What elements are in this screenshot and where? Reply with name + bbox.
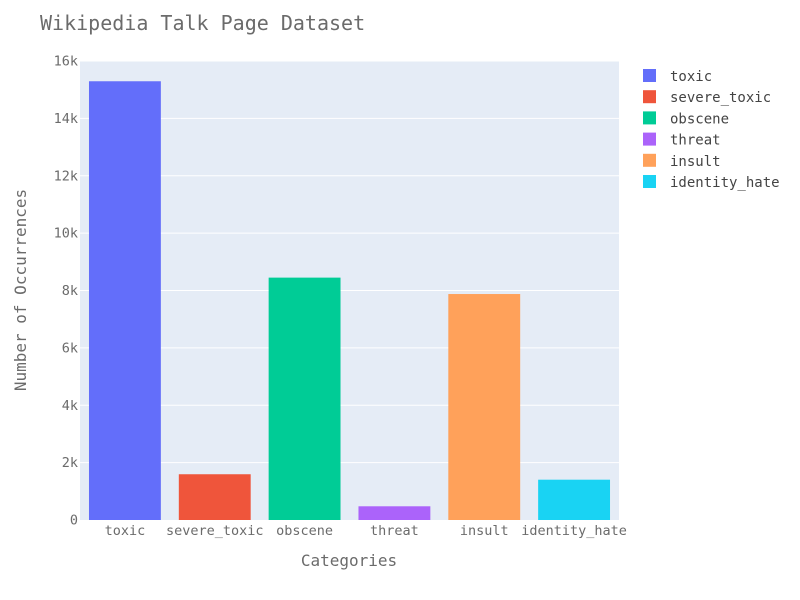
x-tick-label: severe_toxic	[166, 523, 264, 539]
legend-item-identity-hate[interactable]: identity_hate	[643, 175, 780, 191]
bars	[88, 81, 611, 521]
legend-swatch	[643, 132, 656, 146]
x-tick-label: insult	[460, 523, 509, 539]
y-tick-label: 12k	[54, 168, 78, 184]
y-axis-title: Number of Occurrences	[11, 189, 30, 391]
x-tick-label: threat	[370, 523, 419, 539]
legend-swatch	[643, 153, 656, 167]
gridlines	[80, 60, 619, 464]
bar-identity-hate	[538, 479, 611, 520]
y-tick-label: 16k	[54, 54, 78, 70]
y-tick-label: 10k	[54, 226, 78, 242]
x-tick-label: toxic	[105, 523, 146, 539]
x-tick-label: identity_hate	[521, 523, 627, 539]
legend-label: severe_toxic	[670, 90, 771, 106]
y-tick-label: 4k	[62, 398, 78, 414]
legend-label: insult	[670, 154, 721, 170]
x-tick-label: obscene	[276, 523, 333, 539]
bar-obscene	[268, 277, 341, 520]
legend-item-threat[interactable]: threat	[643, 132, 721, 149]
y-tick-labels: 0 2k 4k 6k 8k 10k 12k 14k 16k	[54, 54, 78, 529]
x-axis-title: Categories	[301, 551, 397, 570]
y-tick-label: 2k	[62, 455, 78, 471]
bar-threat	[358, 506, 431, 520]
y-tick-label: 8k	[62, 283, 78, 299]
legend-item-toxic[interactable]: toxic	[643, 69, 712, 85]
legend-swatch	[643, 69, 656, 82]
chart-title: Wikipedia Talk Page Dataset	[40, 11, 365, 35]
legend-label: toxic	[670, 69, 712, 85]
bar-insult	[448, 294, 521, 520]
bar-severe-toxic	[178, 474, 251, 520]
legend-swatch	[643, 175, 656, 188]
legend-label: identity_hate	[670, 175, 780, 191]
x-tick-labels: toxic severe_toxic obscene threat insult iden…	[105, 523, 627, 539]
y-tick-label: 14k	[54, 111, 78, 127]
legend-label: obscene	[670, 111, 729, 127]
y-tick-label: 6k	[62, 340, 78, 356]
legend-swatch	[643, 90, 656, 104]
bar-toxic	[88, 81, 161, 521]
legend-label: threat	[670, 133, 721, 149]
legend-item-obscene[interactable]: obscene	[643, 111, 729, 127]
legend-item-severe-toxic[interactable]: severe_toxic	[643, 90, 771, 106]
legend-swatch	[643, 111, 656, 125]
y-tick-label: 0	[70, 513, 78, 529]
legend-item-insult[interactable]: insult	[643, 153, 721, 170]
